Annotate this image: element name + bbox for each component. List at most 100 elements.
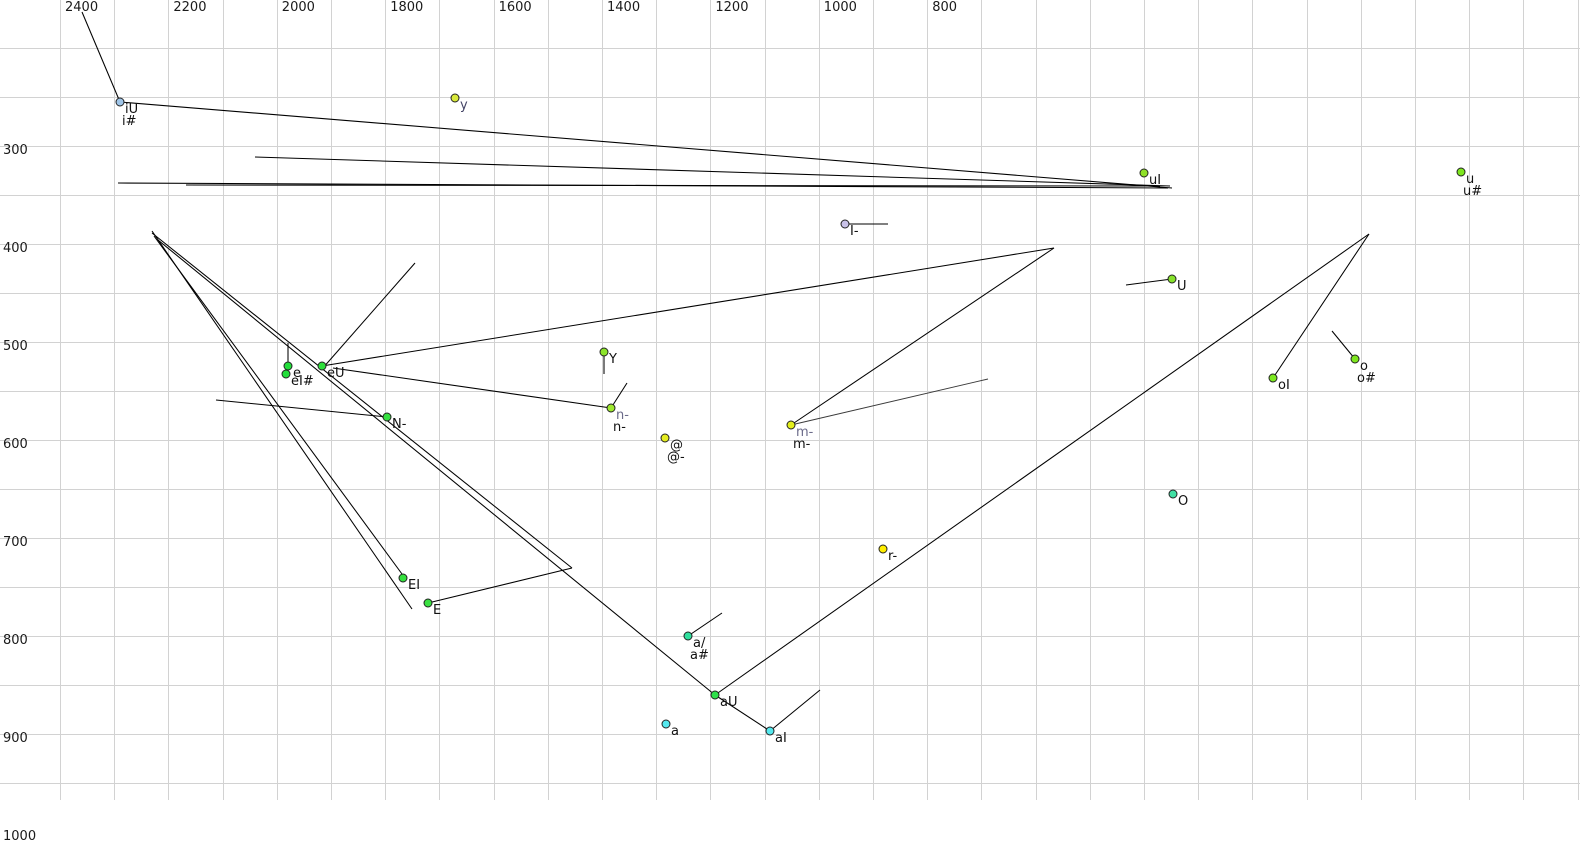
data-point[interactable] bbox=[115, 97, 125, 107]
data-point[interactable] bbox=[423, 598, 433, 608]
grid-svg bbox=[0, 0, 1580, 800]
data-point[interactable] bbox=[1168, 489, 1178, 499]
data-point[interactable] bbox=[382, 412, 392, 422]
data-point-label: oI bbox=[1278, 378, 1290, 393]
y-axis-tick-label: 400 bbox=[3, 241, 28, 256]
data-point[interactable] bbox=[765, 726, 775, 736]
trajectory-line bbox=[117, 182, 1169, 189]
data-point[interactable] bbox=[281, 369, 291, 379]
data-point-label-secondary: i# bbox=[122, 114, 137, 129]
data-point[interactable] bbox=[1456, 167, 1466, 177]
data-point-label: aU bbox=[720, 695, 738, 710]
x-axis-tick-label: 1600 bbox=[498, 0, 532, 15]
trajectory-line bbox=[790, 247, 1055, 426]
y-axis-tick-label: 900 bbox=[3, 731, 28, 746]
data-point[interactable] bbox=[661, 719, 671, 729]
data-point-label: r- bbox=[888, 549, 898, 564]
x-axis-tick-label: 1000 bbox=[823, 0, 857, 15]
data-point[interactable] bbox=[450, 93, 460, 103]
data-point-label: a bbox=[671, 724, 679, 739]
x-axis-tick-label: 2200 bbox=[173, 0, 207, 15]
y-axis-tick-label: 600 bbox=[3, 437, 28, 452]
data-point-label-secondary: m- bbox=[793, 437, 811, 452]
data-point-label: @ bbox=[670, 438, 683, 453]
data-point-label: O bbox=[1178, 494, 1189, 509]
data-point-label-secondary: u# bbox=[1463, 184, 1483, 199]
data-point-label: eI# bbox=[291, 374, 314, 389]
y-axis-tick-label: 300 bbox=[3, 143, 28, 158]
data-point-label: n- bbox=[616, 408, 629, 423]
trajectory-line bbox=[714, 233, 1370, 696]
data-point-label: iU bbox=[125, 102, 139, 117]
data-point-label: y bbox=[460, 98, 468, 113]
trajectory-line bbox=[714, 694, 771, 732]
trajectory-lines bbox=[81, 11, 1370, 732]
trajectory-line bbox=[769, 689, 821, 732]
data-point-label-secondary: a# bbox=[690, 648, 709, 663]
data-point-label: u bbox=[1466, 172, 1475, 187]
y-axis-tick-label: 1000 bbox=[3, 829, 37, 844]
data-point-label: EI bbox=[408, 578, 421, 593]
data-point-layer bbox=[115, 93, 1466, 736]
data-point[interactable] bbox=[683, 631, 693, 641]
x-axis-tick-label: 1400 bbox=[607, 0, 641, 15]
data-point-label: U bbox=[1177, 279, 1187, 294]
data-point-label: a/ bbox=[693, 636, 706, 651]
data-point-label: aI bbox=[775, 731, 787, 746]
data-point-label-secondary: n- bbox=[613, 420, 626, 435]
vertical-gridlines bbox=[60, 0, 1579, 800]
x-axis-tick-label: 1800 bbox=[390, 0, 424, 15]
data-point[interactable] bbox=[710, 690, 720, 700]
trajectory-line bbox=[427, 567, 573, 604]
trajectory-line bbox=[81, 11, 121, 103]
trajectory-line bbox=[332, 367, 612, 409]
data-point-label: N- bbox=[392, 417, 407, 432]
trajectory-line bbox=[1331, 330, 1356, 360]
data-point-label: I- bbox=[850, 224, 859, 239]
trajectory-line bbox=[321, 247, 1055, 367]
data-point-label: eU bbox=[327, 366, 345, 381]
data-point[interactable] bbox=[398, 573, 408, 583]
data-point[interactable] bbox=[660, 433, 670, 443]
trajectory-layer bbox=[81, 11, 1370, 732]
trajectory-line bbox=[687, 612, 723, 637]
trajectory-line bbox=[153, 235, 403, 575]
data-point-label: o bbox=[1360, 359, 1368, 374]
y-axis-tick-label: 500 bbox=[3, 339, 28, 354]
x-axis-tick-label: 2000 bbox=[281, 0, 315, 15]
data-point[interactable] bbox=[840, 219, 850, 229]
grid-layer bbox=[0, 0, 1580, 800]
x-axis-tick-label: 2400 bbox=[65, 0, 99, 15]
data-point[interactable] bbox=[878, 544, 888, 554]
axis-layer: 2400 2200 2000 1800 1600 1400 1200 1000 800 300 40… bbox=[3, 0, 957, 844]
data-point[interactable] bbox=[606, 403, 616, 413]
data-point[interactable] bbox=[786, 420, 796, 430]
trajectory-line bbox=[151, 230, 413, 610]
y-axis-tick-label: 800 bbox=[3, 633, 28, 648]
data-point[interactable] bbox=[599, 347, 609, 357]
data-point-label-secondary: o# bbox=[1357, 371, 1376, 386]
data-point-label: m- bbox=[796, 425, 814, 440]
trajectory-line bbox=[119, 101, 1173, 189]
trajectory-svg bbox=[81, 11, 1370, 732]
trajectory-line bbox=[1272, 233, 1370, 379]
data-point[interactable] bbox=[317, 361, 327, 371]
trajectory-line bbox=[321, 262, 416, 370]
trajectory-line bbox=[790, 378, 989, 426]
data-point-label: E bbox=[433, 603, 442, 618]
data-point-label: Y bbox=[609, 352, 617, 367]
data-point-label-secondary: @- bbox=[667, 450, 685, 465]
trajectory-line bbox=[215, 399, 388, 418]
data-point[interactable] bbox=[1350, 354, 1360, 364]
trajectory-line bbox=[254, 156, 1171, 187]
trajectory-line bbox=[1125, 278, 1173, 286]
x-axis-tick-label: 1200 bbox=[715, 0, 749, 15]
trajectory-line bbox=[151, 232, 573, 569]
trajectory-line bbox=[157, 239, 716, 696]
horizontal-gridlines bbox=[0, 48, 1580, 784]
data-point[interactable] bbox=[1167, 274, 1177, 284]
data-point[interactable] bbox=[1268, 373, 1278, 383]
data-point[interactable] bbox=[1139, 168, 1149, 178]
